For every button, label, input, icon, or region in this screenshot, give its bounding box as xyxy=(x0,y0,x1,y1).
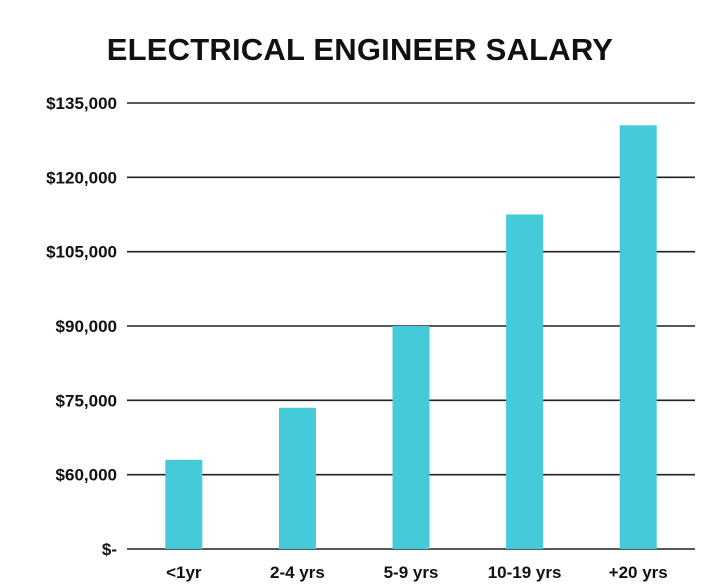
x-tick-label: +20 yrs xyxy=(609,563,668,582)
y-tick-label: $120,000 xyxy=(46,168,117,187)
y-tick-labels: $- $60,000 $75,000 $90,000 $105,000 $120,000 $… xyxy=(46,94,117,559)
y-tick-label: $135,000 xyxy=(46,94,117,113)
bar xyxy=(392,326,430,549)
y-tick-label: $90,000 xyxy=(56,317,117,336)
x-tick-label: 5-9 yrs xyxy=(384,563,439,582)
y-tick-label: $75,000 xyxy=(56,391,117,410)
x-tick-label: 10-19 yrs xyxy=(488,563,562,582)
y-tick-label: $60,000 xyxy=(56,466,117,485)
bar xyxy=(165,459,203,549)
x-tick-label: <1yr xyxy=(166,563,202,582)
y-tick-label: $105,000 xyxy=(46,243,117,262)
bar xyxy=(506,214,544,549)
chart-title: ELECTRICAL ENGINEER SALARY xyxy=(106,32,614,67)
bar xyxy=(278,407,316,549)
bar xyxy=(619,125,657,550)
bars xyxy=(165,125,657,550)
x-tick-labels: <1yr 2-4 yrs 5-9 yrs 10-19 yrs +20 yrs xyxy=(166,563,668,582)
y-tick-label: $- xyxy=(102,540,117,559)
x-tick-label: 2-4 yrs xyxy=(270,563,325,582)
